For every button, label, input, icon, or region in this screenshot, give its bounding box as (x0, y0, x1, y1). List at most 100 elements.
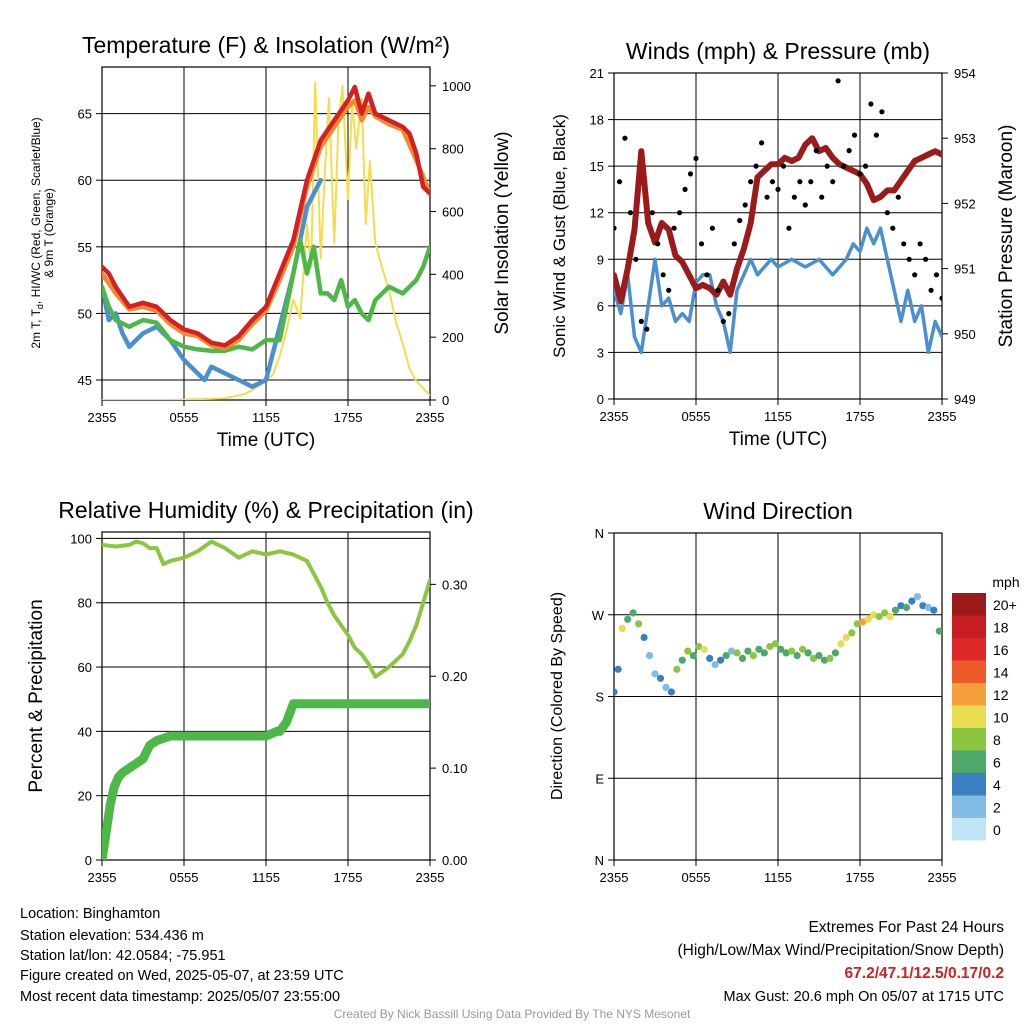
direction-point (640, 633, 648, 642)
x-axis-label: Time (UTC) (217, 430, 316, 451)
gust-point (808, 179, 814, 185)
x-tick-label: 2355 (88, 410, 117, 425)
y-tick-label: 60 (78, 660, 92, 675)
y2-tick-label: 954 (954, 66, 976, 81)
direction-point (875, 613, 883, 621)
gust-point (851, 132, 858, 138)
gust-point (802, 202, 808, 208)
x-tick-label: 2355 (928, 870, 957, 885)
gust-point (709, 225, 716, 231)
recent-data-text: Most recent data timestamp: 2025/05/07 2… (20, 989, 341, 1005)
gust-point (830, 179, 836, 185)
y-tick-label: 45 (78, 373, 92, 388)
direction-point (645, 652, 654, 660)
x-tick-label: 1155 (764, 409, 792, 424)
series-group (102, 539, 430, 860)
direction-point (689, 652, 697, 660)
chart-title: Temperature (F) & Insolation (W/m²) (82, 32, 450, 58)
gust-point (720, 318, 726, 324)
y-tick-label: 100 (70, 531, 92, 546)
gust-point (873, 132, 880, 138)
direction-point (667, 688, 676, 696)
gust-point (835, 78, 841, 84)
x-axis-label: Time (UTC) (729, 429, 828, 450)
gust-point (759, 140, 765, 146)
direction-point (706, 654, 714, 663)
y-tick-label: N (595, 526, 604, 541)
direction-point (793, 652, 801, 660)
direction-point (684, 647, 692, 655)
y-tick-label: 3 (597, 345, 604, 360)
gust-point (616, 179, 623, 185)
y2-tick-label: 600 (442, 205, 464, 220)
y-axis-label-line2: & 9m T (Orange) (42, 188, 56, 278)
gust-point (633, 256, 639, 262)
direction-point (902, 603, 911, 612)
gust-point (627, 210, 634, 216)
gust-point (726, 311, 732, 317)
max-gust-text: Max Gust: 20.6 mph On 05/07 at 1715 UTC (723, 989, 1004, 1005)
gust-point (901, 241, 907, 247)
created-text: Figure created on Wed, 2025-05-07, at 23… (20, 968, 344, 984)
series-precipitation (102, 699, 430, 860)
gust-point (791, 194, 798, 200)
colorbar-swatch (952, 750, 986, 773)
gust-point (857, 171, 863, 177)
x-tick-label: 1755 (846, 409, 875, 424)
colorbar-label: 2 (993, 800, 1001, 816)
direction-point (881, 609, 889, 617)
direction-point (629, 609, 637, 617)
x-tick-label: 0555 (170, 870, 199, 885)
y-tick-label: 20 (78, 789, 92, 804)
direction-point (799, 645, 807, 653)
colorbar-label: 6 (993, 755, 1001, 771)
y-tick-label: 0 (85, 853, 92, 868)
direction-point (755, 645, 763, 653)
colorbar-label: 16 (993, 642, 1009, 658)
direction-point (656, 674, 665, 682)
colorbar-swatch (952, 615, 986, 638)
plot-frame (101, 531, 431, 861)
colorbar-label: 10 (993, 710, 1009, 726)
gust-point (912, 272, 918, 278)
y-tick-label: W (592, 608, 605, 623)
y2-tick-label: 953 (954, 131, 976, 146)
y-tick-label: S (595, 690, 604, 705)
direction-point (662, 683, 670, 692)
gust-point (748, 179, 754, 185)
y2-tick-label: 0.30 (442, 577, 467, 592)
y-tick-label: 40 (78, 724, 92, 739)
gust-point (764, 194, 770, 200)
series-group (102, 81, 430, 400)
series-relative-humidity (102, 539, 430, 679)
x-tick-label: 2355 (928, 409, 957, 424)
series-2m-t (102, 84, 430, 348)
gust-point (753, 163, 759, 169)
gust-point (742, 202, 748, 208)
direction-point (749, 652, 758, 660)
y2-tick-label: 949 (954, 392, 976, 407)
panel-direction: 2355 0555 1155 1755 2355 N E S W N Wind Direction D… (549, 498, 956, 885)
x-tick-label: 0555 (170, 410, 199, 425)
colorbar-swatch (952, 705, 986, 728)
location-text: Location: Binghamton (20, 906, 161, 922)
extremes-values: 67.2/47.1/12.5/0.17/0.2 (844, 965, 1004, 982)
gust-point (939, 295, 942, 301)
y2-tick-label: 0.10 (442, 761, 467, 776)
gust-point (813, 148, 819, 154)
direction-point (788, 647, 796, 655)
gust-point (655, 241, 661, 247)
gust-point (862, 163, 869, 169)
y-tick-label: 65 (78, 107, 92, 122)
y-tick-label: 60 (78, 173, 92, 188)
colorbar-label: 8 (993, 732, 1001, 748)
panel-temperature: 2355 0555 1155 1755 2355 45 50 55 60 65 0 200 400 600… (29, 32, 513, 451)
direction-point (722, 652, 730, 660)
y2-tick-label: 951 (954, 262, 976, 277)
direction-point (859, 618, 867, 626)
direction-point (738, 654, 747, 663)
y-tick-label: 18 (590, 113, 604, 128)
y2-tick-label: 0 (442, 393, 449, 408)
direction-point (744, 647, 752, 655)
direction-point (727, 647, 736, 655)
